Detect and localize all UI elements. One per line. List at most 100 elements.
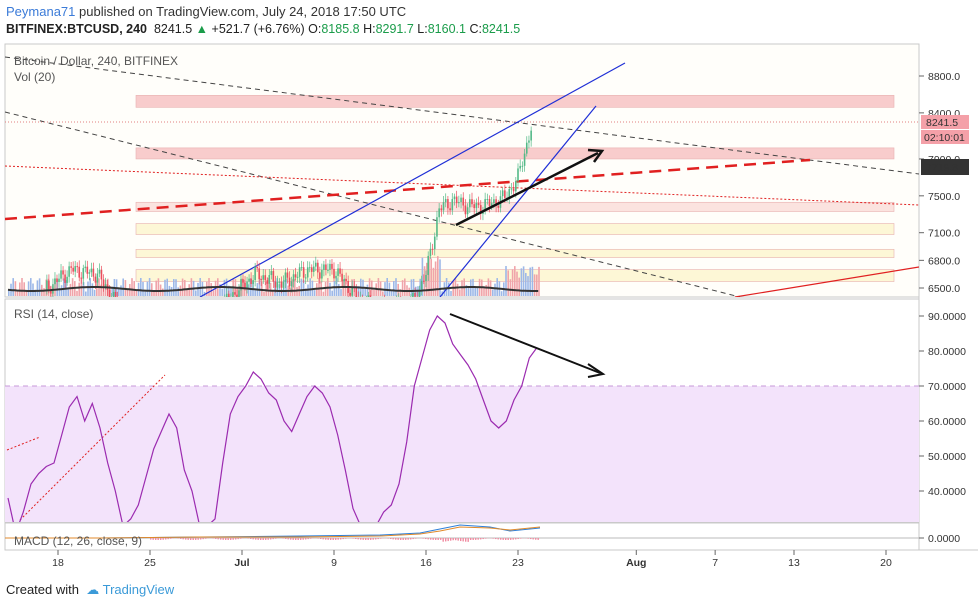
macd-bar bbox=[162, 538, 164, 540]
macd-bar bbox=[355, 538, 357, 540]
volume-bar bbox=[8, 289, 10, 296]
volume-bar bbox=[188, 284, 190, 296]
candle-body bbox=[414, 292, 416, 297]
candle-body bbox=[272, 271, 275, 282]
candle-body bbox=[473, 204, 475, 209]
volume-bar bbox=[126, 289, 129, 296]
macd-bar bbox=[325, 538, 327, 540]
candle-body bbox=[517, 168, 519, 181]
volume-bar bbox=[258, 278, 261, 296]
candle-body bbox=[453, 196, 456, 200]
volume-bar bbox=[269, 282, 272, 296]
rsi-red-dotted-short bbox=[6, 436, 41, 451]
macd-bar bbox=[407, 538, 409, 540]
volume-bar bbox=[23, 282, 25, 296]
candle-body bbox=[369, 295, 372, 297]
candle-body bbox=[341, 273, 343, 282]
macd-bar bbox=[412, 538, 414, 540]
candle-body bbox=[238, 290, 240, 297]
macd-bar bbox=[405, 538, 407, 540]
candle-body bbox=[345, 278, 347, 281]
volume-bar bbox=[459, 289, 461, 296]
candle-body bbox=[333, 268, 335, 279]
macd-bar bbox=[402, 538, 404, 540]
macd-bar bbox=[287, 538, 289, 540]
black-dashed-resistance bbox=[5, 56, 919, 175]
candle-body bbox=[329, 263, 331, 270]
volume-bar bbox=[520, 268, 523, 296]
volume-bar bbox=[274, 280, 276, 296]
volume-bar bbox=[210, 283, 212, 296]
price-pane[interactable] bbox=[4, 43, 920, 298]
volume-bar bbox=[16, 291, 19, 296]
macd-bar bbox=[227, 538, 229, 540]
macd-bar bbox=[512, 538, 514, 540]
macd-bar bbox=[467, 538, 469, 542]
volume-bar bbox=[430, 258, 432, 296]
volume-bar bbox=[390, 290, 393, 296]
volume-bar bbox=[514, 266, 516, 296]
volume-bar bbox=[206, 281, 208, 296]
candle-body bbox=[72, 267, 74, 272]
macd-bar bbox=[305, 538, 307, 540]
macd-bar bbox=[362, 538, 364, 540]
candle-body bbox=[306, 267, 309, 278]
candle-body bbox=[242, 279, 244, 283]
macd-bar bbox=[422, 538, 424, 539]
volume-bar bbox=[511, 269, 514, 296]
volume-bar bbox=[34, 289, 36, 296]
candle-body bbox=[74, 266, 76, 272]
candle-body bbox=[86, 266, 89, 274]
candle-body bbox=[258, 268, 260, 280]
volume-bar bbox=[412, 278, 415, 296]
volume-bar bbox=[474, 286, 476, 296]
macd-tick-label: 0.0000 bbox=[928, 533, 960, 545]
volume-bar bbox=[393, 281, 395, 296]
ohlc-header: BITFINEX:BTCUSD, 240 8241.5 ▲ +521.7 (+6… bbox=[6, 22, 520, 36]
candle-body bbox=[310, 267, 313, 272]
macd-bar bbox=[462, 538, 464, 542]
candle-body bbox=[475, 203, 478, 209]
candle-body bbox=[525, 142, 528, 154]
candle-body bbox=[325, 264, 327, 270]
tradingview-brand[interactable]: TradingView bbox=[102, 582, 175, 597]
macd-bar bbox=[192, 538, 194, 540]
macd-bar bbox=[410, 538, 412, 540]
volume-bar bbox=[135, 290, 138, 296]
candle-body bbox=[94, 276, 97, 283]
rsi-tick-label: 50.0000 bbox=[928, 451, 966, 463]
candle-body bbox=[484, 199, 486, 211]
price-tick-label: 6500.0 bbox=[928, 283, 960, 295]
candle-body bbox=[98, 269, 101, 274]
macd-bar bbox=[327, 538, 329, 540]
rsi-tick-label: 70.0000 bbox=[928, 381, 966, 393]
rsi-line bbox=[7, 315, 538, 522]
candle-body bbox=[68, 266, 70, 277]
volume-bar bbox=[120, 285, 122, 296]
volume-bar bbox=[239, 285, 241, 296]
macd-bar bbox=[182, 538, 184, 540]
price-tick-label: 7500.0 bbox=[928, 191, 960, 203]
volume-bar bbox=[291, 279, 294, 296]
black-dashed-support bbox=[5, 111, 741, 297]
candle-body bbox=[447, 199, 449, 209]
author-link[interactable]: Peymana71 bbox=[6, 4, 76, 19]
volume-bar bbox=[155, 280, 157, 296]
macd-bar bbox=[222, 538, 224, 540]
volume-bar bbox=[63, 278, 65, 296]
candle-body bbox=[444, 199, 447, 203]
high-value: 8291.7 bbox=[375, 22, 414, 36]
candle-body bbox=[337, 268, 339, 276]
candle-body bbox=[521, 165, 524, 167]
macd-bar bbox=[387, 538, 389, 539]
volume-bar bbox=[230, 287, 232, 296]
volume-bar bbox=[219, 284, 221, 296]
candle-body bbox=[431, 248, 434, 250]
candle-body bbox=[264, 275, 267, 281]
macd-bar bbox=[260, 538, 262, 540]
volume-bar bbox=[122, 278, 124, 296]
macd-bar bbox=[477, 538, 479, 540]
open-label: O: bbox=[308, 22, 322, 36]
candle-body bbox=[226, 293, 228, 297]
